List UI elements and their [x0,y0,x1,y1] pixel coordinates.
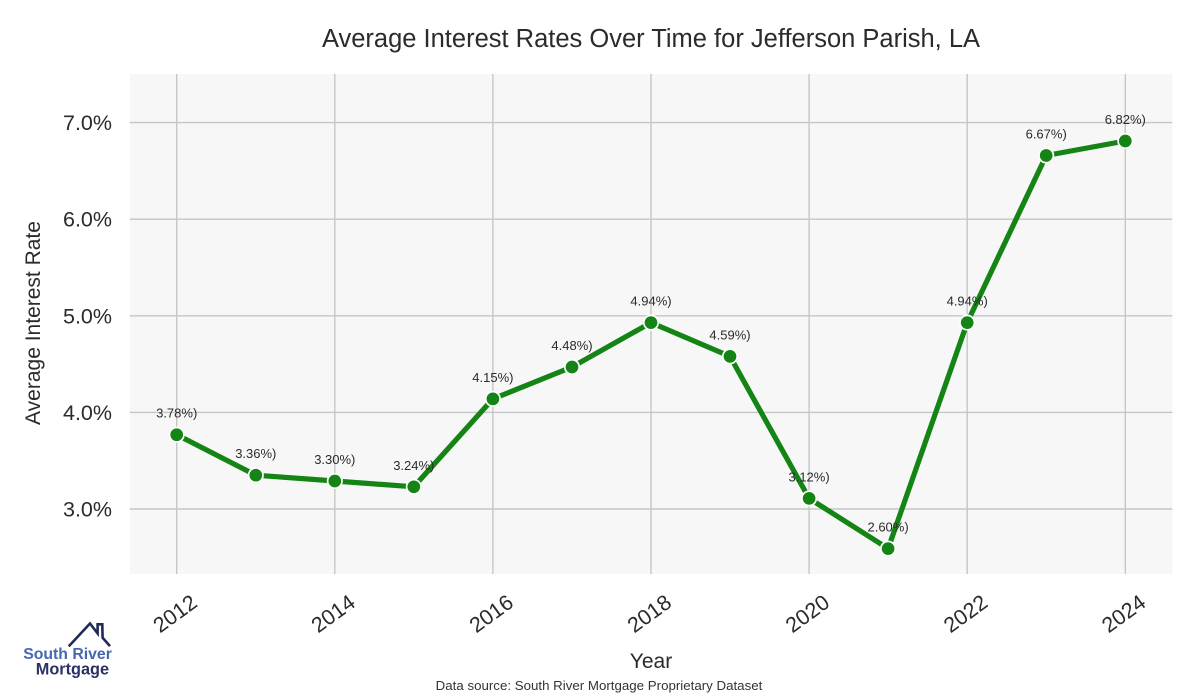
svg-text:Year: Year [630,650,672,673]
svg-text:2022: 2022 [939,590,992,638]
svg-text:2020: 2020 [781,590,834,638]
svg-text:6.67%): 6.67%) [1026,127,1067,142]
svg-text:3.0%: 3.0% [63,498,112,522]
svg-text:Average Interest Rate: Average Interest Rate [22,221,45,425]
svg-text:South River: South River [23,646,112,663]
svg-text:2016: 2016 [465,590,518,638]
svg-text:4.0%: 4.0% [63,401,112,425]
svg-text:Data source: South River Mortg: Data source: South River Mortgage Propri… [436,678,763,693]
svg-text:Mortgage: Mortgage [36,660,109,678]
svg-text:3.36%): 3.36%) [235,446,276,461]
svg-text:2014: 2014 [307,590,360,638]
svg-text:4.94%): 4.94%) [630,294,671,309]
svg-text:7.0%: 7.0% [63,111,112,135]
svg-text:2.60%): 2.60%) [867,520,908,535]
svg-text:Average Interest Rates Over Ti: Average Interest Rates Over Time for Jef… [322,25,980,53]
svg-text:4.15%): 4.15%) [472,370,513,385]
svg-text:4.48%): 4.48%) [551,338,592,353]
svg-text:2024: 2024 [1097,590,1150,638]
svg-text:3.78%): 3.78%) [156,406,197,421]
svg-text:4.94%): 4.94%) [947,294,988,309]
svg-text:3.12%): 3.12%) [788,469,829,484]
svg-text:6.82%): 6.82%) [1105,112,1146,127]
svg-text:3.30%): 3.30%) [314,452,355,467]
svg-text:2018: 2018 [623,590,676,638]
svg-text:5.0%: 5.0% [63,304,112,328]
svg-text:6.0%: 6.0% [63,208,112,232]
svg-text:3.24%): 3.24%) [393,458,434,473]
svg-text:2012: 2012 [149,590,202,638]
svg-text:4.59%): 4.59%) [709,327,750,342]
